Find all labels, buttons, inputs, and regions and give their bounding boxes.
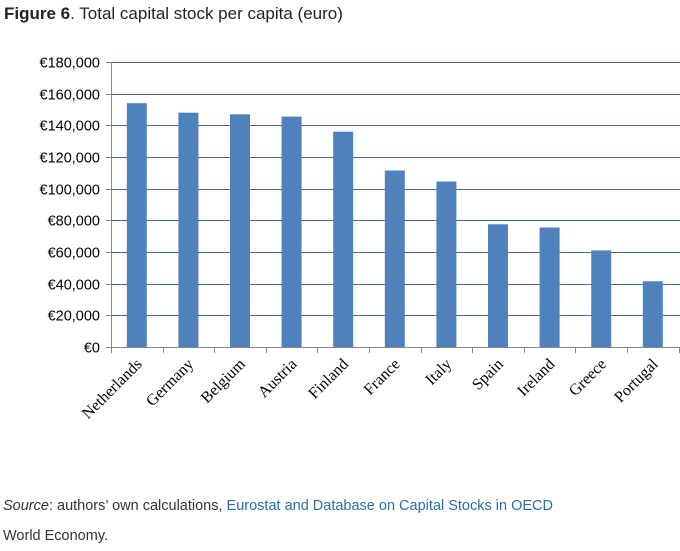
bar-belgium xyxy=(230,114,250,348)
bar-austria xyxy=(281,116,302,347)
figure-label: Figure 6 xyxy=(4,4,71,23)
figure-title: Figure 6. Total capital stock per capita… xyxy=(4,3,343,25)
x-category-label: Netherlands xyxy=(79,356,146,423)
y-tick-label: €80,000 xyxy=(48,214,100,230)
source-text-line2: World Economy. xyxy=(3,528,109,544)
bar-spain xyxy=(488,224,508,347)
x-category-label: Spain xyxy=(469,356,507,394)
figure-label-separator: . xyxy=(70,4,75,23)
x-category-label: Greece xyxy=(566,356,610,400)
source-note: Source: authors’ own calculations, Euros… xyxy=(3,491,680,551)
x-category-label: Finland xyxy=(305,356,352,403)
bar-france xyxy=(384,170,405,347)
x-category-label: Portugal xyxy=(611,355,662,406)
y-tick-label: €160,000 xyxy=(40,88,100,104)
x-category-label: Germany xyxy=(143,356,197,410)
y-tick-label: €180,000 xyxy=(40,56,100,72)
bar-greece xyxy=(591,250,612,347)
axes xyxy=(106,62,680,353)
x-category-label: Ireland xyxy=(514,356,558,400)
source-text: : authors’ own calculations, xyxy=(48,498,227,514)
bar-netherlands xyxy=(126,103,147,347)
x-category-label: Italy xyxy=(422,356,455,389)
y-tick-label: €120,000 xyxy=(40,151,100,167)
x-category-label: Belgium xyxy=(198,355,249,406)
bar-italy xyxy=(436,181,457,347)
bar-portugal xyxy=(642,281,663,347)
bar-germany xyxy=(178,112,199,347)
y-tick-label: €20,000 xyxy=(48,309,100,325)
bar-ireland xyxy=(539,227,560,347)
y-tick-labels: €0 €20,000 €40,000 €60,000 €80,000 €100,000 €1… xyxy=(40,56,100,357)
x-category-label: Austria xyxy=(255,356,300,401)
source-link[interactable]: Eurostat and Database on Capital Stocks … xyxy=(226,498,553,514)
bars xyxy=(126,103,663,348)
y-tick-label: €60,000 xyxy=(48,246,100,262)
source-label: Source xyxy=(3,498,49,514)
bar-finland xyxy=(333,131,354,347)
y-tick-label: €100,000 xyxy=(40,183,100,199)
x-category-label: France xyxy=(361,356,404,399)
figure-title-text: Total capital stock per capita (euro) xyxy=(74,4,343,23)
y-tick-label: €40,000 xyxy=(48,278,100,294)
y-tick-label: €0 xyxy=(84,341,100,357)
y-tick-label: €140,000 xyxy=(40,119,100,135)
bar-chart: €0 €20,000 €40,000 €60,000 €80,000 €100,000 €1… xyxy=(40,56,680,422)
